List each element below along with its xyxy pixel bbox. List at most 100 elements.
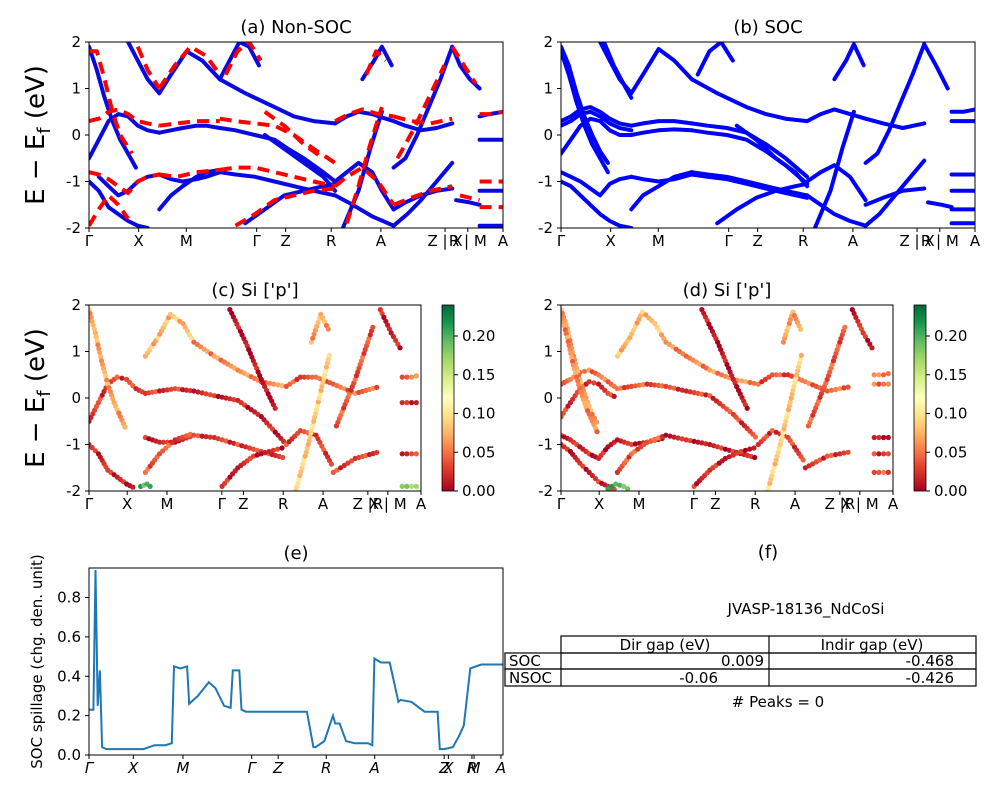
band-point-c-14-1-7 xyxy=(312,414,318,420)
band-point-d-5-1-5 xyxy=(569,354,575,361)
table-header-dir-gap: Dir gap (eV) xyxy=(620,636,711,654)
band-point-c-14-1-6 xyxy=(311,418,317,424)
band-point-c-14-0-7 xyxy=(300,461,306,467)
xtick-label-e-6: A xyxy=(369,759,380,777)
band-point-c-2-2-4 xyxy=(103,373,109,379)
band-line-a-dashed-18 xyxy=(392,184,453,207)
xtick-label-b-2: M xyxy=(652,232,665,250)
colorbar-label-c-4: 0.20 xyxy=(462,327,495,345)
band-line-a-dashed-17 xyxy=(393,114,453,126)
band-point-c-14-0-11 xyxy=(304,445,310,451)
band-point-d-15-1-0 xyxy=(769,372,776,378)
xtick-label-a-4: Z xyxy=(281,232,291,250)
band-point-c-17-0-0 xyxy=(330,469,336,475)
band-point-c-14-1-3 xyxy=(308,430,314,436)
xtick-label-d-1: X xyxy=(594,495,604,513)
xtick-label-e-7: Z xyxy=(438,759,450,777)
band-point-c-15-0-5 xyxy=(315,319,321,325)
band-point-d-24-1-0 xyxy=(881,381,887,387)
band-point-d-10-1-2 xyxy=(691,390,697,396)
band-point-c-13-2-8 xyxy=(328,461,334,467)
band-line-a-solid-4 xyxy=(126,42,162,96)
band-line-a-dashed-21 xyxy=(459,193,481,203)
band-point-d-17-1-11 xyxy=(787,399,793,405)
panel-title-a: (a) Non-SOC xyxy=(240,17,351,38)
band-point-d-22-1-2 xyxy=(865,337,871,343)
band-point-d-17-1-10 xyxy=(786,403,793,409)
band-point-d-25-0-1 xyxy=(876,434,882,441)
band-point-d-13-3-2 xyxy=(747,446,753,452)
band-point-d-1-3-0 xyxy=(586,379,592,385)
band-point-c-2-2-3 xyxy=(102,369,108,375)
band-point-c-16-1-6 xyxy=(374,384,380,390)
xtick-label-d-4: Z xyxy=(710,495,720,513)
band-point-d-16-1-1 xyxy=(773,429,779,435)
band-line-b-solid-3 xyxy=(561,170,634,198)
xtick-label-c-6: A xyxy=(318,495,329,513)
band-point-c-8-1-5 xyxy=(231,440,237,446)
colorbar-c xyxy=(441,304,455,492)
band-point-c-2-1-1 xyxy=(93,334,99,340)
band-point-d-17-0-3 xyxy=(768,476,774,482)
band-point-d-18-1-5 xyxy=(798,326,804,332)
band-point-d-25-1-1 xyxy=(885,434,891,441)
band-point-d-0-2-1 xyxy=(581,368,588,374)
band-line-a-dashed-6 xyxy=(159,167,220,179)
panel-d-projected-bands: (d) Si ['p'] 0.00 0.05 0.10 0.15 0.20 -2 -1 0 1 2 Γ… xyxy=(538,280,967,513)
band-line-b-solid-30 xyxy=(863,158,927,228)
band-point-d-12-3-2 xyxy=(739,378,745,384)
band-point-c-8-1-0 xyxy=(211,434,217,441)
band-line-a-solid-9 xyxy=(217,126,338,184)
band-point-d-28-1-1 xyxy=(617,482,623,488)
panel-f-title: (f) xyxy=(758,542,778,563)
colorbar-label-d-2: 0.10 xyxy=(934,405,967,423)
ytick-label-b-2: 0 xyxy=(543,126,553,144)
band-point-d-21-1-14 xyxy=(842,324,848,330)
band-point-d-5-2-5 xyxy=(576,382,582,388)
band-line-b-solid-29 xyxy=(863,42,927,165)
plot-area-c xyxy=(89,307,419,491)
band-point-d-17-2-10 xyxy=(797,356,803,362)
band-point-c-14-1-0 xyxy=(305,441,311,448)
band-point-d-10-1-4 xyxy=(699,391,705,397)
xtick-label-d-0: Γ xyxy=(557,495,566,513)
band-point-d-19-1-1 xyxy=(828,387,835,393)
xtick-label-a-8: R | M xyxy=(449,232,487,250)
band-point-d-28-0-1 xyxy=(609,483,615,489)
band-point-c-14-2-11 xyxy=(326,352,332,358)
band-point-d-12-2-1 xyxy=(711,369,717,375)
band-point-c-3-1-3 xyxy=(168,386,174,392)
band-line-a-dashed-16 xyxy=(364,49,388,76)
band-point-d-17-1-4 xyxy=(781,426,787,432)
xtick-label-c-8: X | M xyxy=(369,495,407,513)
band-point-d-5-1-2 xyxy=(566,342,572,349)
band-point-d-26-0-0 xyxy=(871,451,877,457)
xtick-label-a-0: Γ xyxy=(85,232,94,250)
band-point-d-23-1-1 xyxy=(885,371,891,377)
band-point-d-12-3-5 xyxy=(751,380,757,386)
ytick-label-a-0: -2 xyxy=(66,219,81,237)
band-point-d-22-0-4 xyxy=(857,322,863,328)
band-point-d-11-0-0 xyxy=(663,432,669,438)
band-point-c-9-3-2 xyxy=(267,380,273,386)
band-point-c-14-1-4 xyxy=(309,426,315,432)
band-point-d-12-2-0 xyxy=(707,367,713,373)
ytick-label-b-3: 1 xyxy=(543,80,553,98)
band-point-d-10-1-1 xyxy=(687,389,693,395)
band-point-d-13-2-1 xyxy=(726,454,732,460)
band-line-a-solid-0 xyxy=(89,112,162,161)
band-point-c-15-0-2 xyxy=(311,331,317,337)
band-point-d-17-0-11 xyxy=(776,445,782,451)
band-point-d-23-0-1 xyxy=(876,372,882,378)
colorbar-label-c-2: 0.10 xyxy=(462,405,495,423)
band-point-c-8-0-4 xyxy=(207,434,213,440)
colorbar-d xyxy=(913,304,927,492)
band-line-b-solid-2 xyxy=(561,116,634,156)
band-point-d-5-1-1 xyxy=(565,338,571,345)
band-line-b-solid-5 xyxy=(561,44,610,165)
band-point-d-11-1-0 xyxy=(683,437,689,443)
xtick-label-a-7: Z | X xyxy=(427,232,462,250)
panel-b-soc-bands: (b) SOC -2 -1 0 1 2 Γ X M Γ Z R A Z | XR | M A xyxy=(538,17,981,250)
band-point-c-8-2-4 xyxy=(250,446,256,452)
ytick-label-e-4: 0.8 xyxy=(57,589,81,607)
